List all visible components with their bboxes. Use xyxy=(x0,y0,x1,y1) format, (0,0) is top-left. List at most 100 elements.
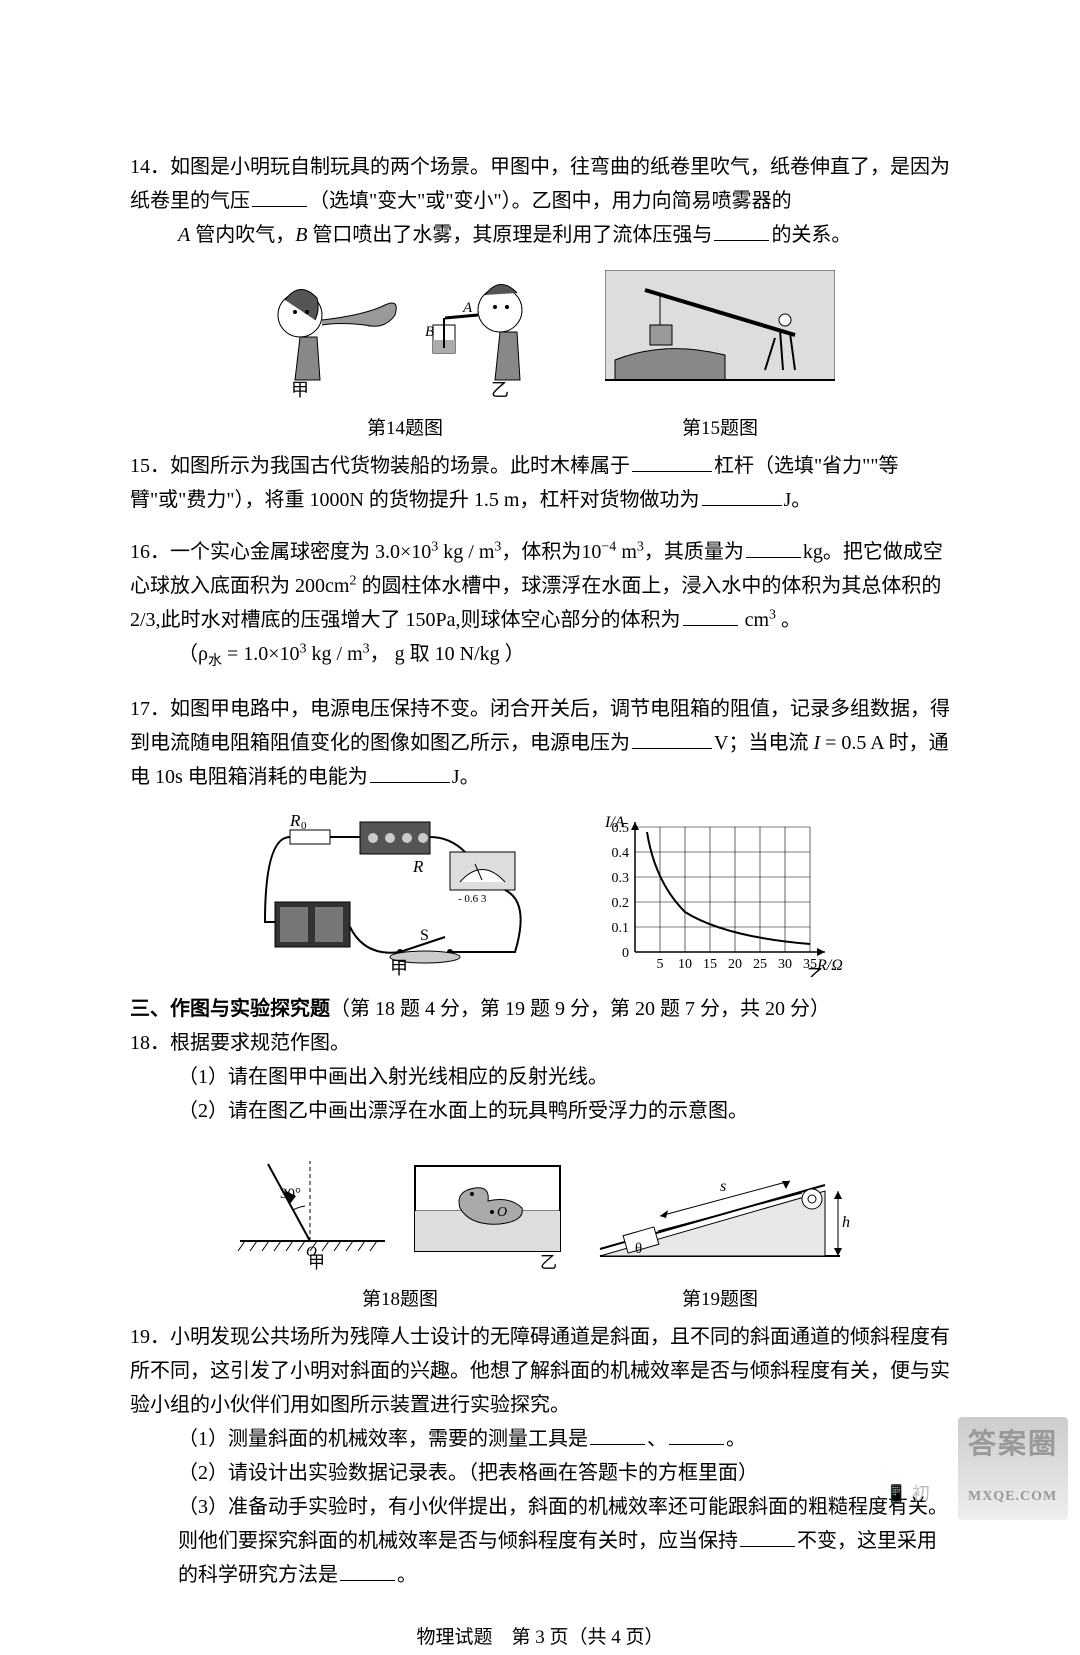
svg-text:乙: 乙 xyxy=(540,1253,557,1271)
q19-s3-line: （3）准备动手实验时，有小伙伴提出，斜面的机械效率还可能跟斜面的粗糙程度有关。则… xyxy=(130,1490,950,1592)
q17-figures: - 0.6 3 R0 R S 甲 xyxy=(130,812,950,988)
svg-text:25: 25 xyxy=(753,957,767,972)
svg-text:20: 20 xyxy=(728,957,742,972)
q17-circuit: - 0.6 3 R0 R S 甲 xyxy=(235,812,545,988)
svg-text:15: 15 xyxy=(703,957,717,972)
q15-caption: 第15题图 xyxy=(605,413,835,445)
q16-t1: 一个实心金属球密度为 3.0×10 xyxy=(170,541,431,563)
sec3-title: 三、作图与实验探究题 xyxy=(130,998,330,1020)
page-footer: 物理试题 第 3 页（共 4 页） xyxy=(130,1622,950,1654)
q14-fig-left: 甲 A B 乙 第14题图 xyxy=(245,270,565,445)
q14-blank-1 xyxy=(252,187,307,207)
q16-t3: ，体积为10 xyxy=(501,541,601,563)
question-17: 17．如图甲电路中，电源电压保持不变。闭合开关后，调节电阻箱的阻值，记录多组数据… xyxy=(130,692,950,794)
svg-text:R: R xyxy=(412,857,424,876)
q18-fig: 30° O 甲 O 乙 第18题图 xyxy=(230,1146,570,1316)
q18-caption: 第18题图 xyxy=(230,1284,570,1316)
q15-svg xyxy=(605,270,835,400)
svg-text:θ: θ xyxy=(635,1241,642,1257)
q15-c: J。 xyxy=(784,489,812,511)
q16-e6: 3 xyxy=(769,608,776,623)
q19-caption: 第19题图 xyxy=(590,1284,850,1316)
q19-s1c: 。 xyxy=(726,1428,746,1450)
q16-num: 16． xyxy=(130,541,170,563)
q14-text-b2: 管口喷出了水雾，其原理是利用了流体压强与 xyxy=(307,224,712,246)
svg-text:0.4: 0.4 xyxy=(612,846,630,861)
svg-text:甲: 甲 xyxy=(390,958,408,977)
svg-text:B: B xyxy=(425,324,434,340)
question-16: 16．一个实心金属球密度为 3.0×103 kg / m3，体积为10−4 m3… xyxy=(130,535,950,674)
q14-caption: 第14题图 xyxy=(245,413,565,445)
q16-g: ， g 取 10 N/kg ） xyxy=(370,643,525,665)
svg-text:R: R xyxy=(289,812,301,830)
q15-blank-1 xyxy=(632,452,712,472)
svg-text:0.5: 0.5 xyxy=(612,821,630,836)
question-19: 19．小明发现公共场所为残障人士设计的无障碍通道是斜面，且不同的斜面通道的倾斜程… xyxy=(130,1320,950,1592)
svg-text:- 0.6 3: - 0.6 3 xyxy=(458,893,487,905)
q19-t1: 小明发现公共场所为残障人士设计的无障碍通道是斜面，且不同的斜面通道的倾斜程度有所… xyxy=(130,1326,950,1416)
q19-s2: （2）请设计出实验数据记录表。（把表格画在答题卡的方框里面） xyxy=(130,1456,950,1490)
q16-rho-u: kg / m xyxy=(307,643,363,665)
q18-s1: （1）请在图甲中画出入射光线相应的反射光线。 xyxy=(130,1060,950,1094)
svg-text:0: 0 xyxy=(301,820,307,832)
q17-graph-svg: I/A R/Ω 乙 00.10.20.30.40.5 5101520253035 xyxy=(585,812,845,977)
svg-text:5: 5 xyxy=(657,957,664,972)
q15-fig: 第15题图 xyxy=(605,270,835,445)
q14-num: 14． xyxy=(130,156,170,178)
q16-rho-l: （ρ xyxy=(178,643,208,665)
q14-text-c: 的关系。 xyxy=(771,224,851,246)
q14-B: B xyxy=(295,224,307,246)
q16-t2: kg / m xyxy=(438,541,494,563)
q14-A: A xyxy=(178,224,190,246)
sec3-points: （第 18 题 4 分，第 19 题 9 分，第 20 题 7 分，共 20 分… xyxy=(330,998,830,1020)
q18-q19-figures: 30° O 甲 O 乙 第18题图 s xyxy=(130,1146,950,1316)
svg-text:0.3: 0.3 xyxy=(612,871,630,886)
q16-rho-sub: 水 xyxy=(208,654,222,669)
svg-text:甲: 甲 xyxy=(308,1253,325,1271)
q19-fig: s h θ 第19题图 xyxy=(590,1161,850,1316)
svg-text:30: 30 xyxy=(778,957,792,972)
q19-s1: （1）测量斜面的机械效率，需要的测量工具是 xyxy=(178,1428,588,1450)
q16-t9: 。 xyxy=(776,609,801,631)
q14-hint: （选填"变大"或"变小"）。乙图中，用力向简易喷雾器的 xyxy=(309,190,792,212)
q19-blank-3 xyxy=(740,1527,795,1547)
q19-s3c: 。 xyxy=(397,1564,417,1586)
q19-num: 19． xyxy=(130,1326,170,1348)
q14-q15-figures: 甲 A B 乙 第14题图 第15题图 xyxy=(130,270,950,445)
svg-text:乙: 乙 xyxy=(491,380,509,400)
q19-s1b: 、 xyxy=(647,1428,667,1450)
q17-t2: V；当电流 xyxy=(714,732,813,754)
q17-blank-2 xyxy=(370,763,450,783)
q17-graph: I/A R/Ω 乙 00.10.20.30.40.5 5101520253035 xyxy=(585,812,845,988)
svg-text:h: h xyxy=(842,1214,850,1231)
svg-text:30°: 30° xyxy=(280,1186,301,1202)
svg-text:O: O xyxy=(497,1205,507,1220)
q14-svg: 甲 A B 乙 xyxy=(245,270,565,400)
q14-blank-2 xyxy=(714,221,769,241)
q16-rho-e2: 3 xyxy=(363,642,370,657)
svg-text:0: 0 xyxy=(622,946,629,961)
svg-text:A: A xyxy=(462,300,473,316)
q16-t5: ，其质量为 xyxy=(644,541,744,563)
q19-s1-line: （1）测量斜面的机械效率，需要的测量工具是 、 。 xyxy=(130,1422,950,1456)
q14-text-b: 管内吹气， xyxy=(190,224,295,246)
watermark-main: 答案圈 MXQE.COM xyxy=(958,1417,1068,1520)
q19-svg: s h θ xyxy=(590,1161,850,1271)
question-15: 15．如图所示为我国古代货物装船的场景。此时木棒属于杠杆（选填"省力""等臂"或… xyxy=(130,449,950,517)
q18-num: 18． xyxy=(130,1032,170,1054)
q16-t8: cm xyxy=(740,609,769,631)
q16-blank-1 xyxy=(746,538,801,558)
svg-text:35: 35 xyxy=(803,957,817,972)
q15-blank-2 xyxy=(702,486,782,506)
q14-line2: A 管内吹气，B 管口喷出了水雾，其原理是利用了流体压强与 的关系。 xyxy=(130,218,950,252)
q16-rho-e: 3 xyxy=(300,642,307,657)
q16-e4: 3 xyxy=(637,540,644,555)
svg-text:S: S xyxy=(420,927,429,944)
q18-s2: （2）请在图乙中画出漂浮在水面上的玩具鸭所受浮力的示意图。 xyxy=(130,1094,950,1128)
q16-rho-v: = 1.0×10 xyxy=(222,643,300,665)
svg-text:0.2: 0.2 xyxy=(612,896,630,911)
q18-svg: 30° O 甲 O 乙 xyxy=(230,1146,570,1271)
q16-blank-2 xyxy=(683,606,738,626)
q16-e3: −4 xyxy=(601,540,616,555)
q16-t4: m xyxy=(616,541,637,563)
